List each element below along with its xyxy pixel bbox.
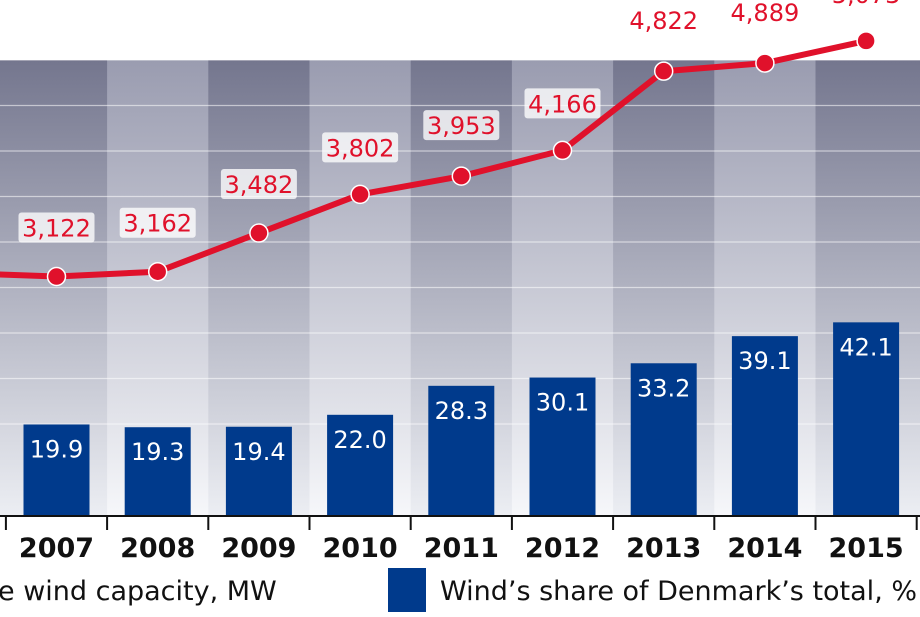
line-label-2012: 4,166 — [528, 90, 597, 118]
year-label-2008: 2008 — [120, 533, 195, 564]
line-label-box-2015 — [828, 0, 905, 9]
line-label-2014: 4,889 — [731, 0, 800, 27]
x-ticks — [4, 516, 918, 530]
line-point-2009 — [249, 223, 269, 243]
bar-label-2008: 19.3 — [131, 438, 184, 466]
bar-2013 — [630, 363, 697, 516]
line-label-2010: 3,802 — [326, 134, 395, 162]
year-label-2013: 2013 — [626, 533, 701, 564]
bar-label-2013: 33.2 — [637, 374, 690, 402]
year-label-2014: 2014 — [727, 533, 802, 564]
line-point-2012 — [552, 140, 573, 161]
legend: e wind capacity, MW Wind’s share of Denm… — [0, 568, 917, 612]
year-label-2010: 2010 — [323, 533, 398, 564]
line-label-box-2013 — [625, 5, 702, 36]
line-label-box-2007 — [18, 212, 95, 243]
capacity-line — [0, 37, 870, 280]
line-label-2013: 4,822 — [629, 7, 698, 35]
legend-bar-label: Wind’s share of Denmark’s total, % — [440, 576, 917, 607]
line-label-2008: 3,162 — [123, 210, 192, 238]
legend-bar-swatch — [388, 568, 426, 612]
legend-line-label: e wind capacity, MW — [0, 576, 277, 607]
year-label-2012: 2012 — [525, 533, 600, 564]
year-label-2007: 2007 — [19, 533, 94, 564]
line-label-box-2011 — [423, 110, 500, 141]
bar-2012 — [529, 377, 596, 516]
bar-2010 — [327, 414, 394, 516]
bar-label-2012: 30.1 — [536, 389, 589, 417]
bar-label-2014: 39.1 — [738, 347, 791, 375]
bar-label-2011: 28.3 — [435, 397, 488, 425]
bar-2014 — [731, 336, 798, 516]
bar-2008 — [124, 427, 191, 516]
line-label-box-2009 — [220, 169, 297, 200]
bar-2015 — [833, 322, 900, 516]
bar-2011 — [428, 385, 495, 516]
bar-label-2010: 22.0 — [333, 426, 386, 454]
bar-label-2009: 19.4 — [232, 438, 285, 466]
bar-2007 — [23, 424, 90, 516]
line-point-2015 — [856, 31, 876, 51]
line-point-2014 — [755, 53, 775, 73]
line-label-box-2012 — [524, 88, 601, 119]
line-label-2009: 3,482 — [225, 171, 294, 199]
line-label-box-2014 — [726, 0, 803, 28]
year-label-2011: 2011 — [424, 533, 499, 564]
line-point-2010 — [350, 184, 370, 205]
year-label-2015: 2015 — [829, 533, 904, 564]
bars: 19.9 19.3 19.4 22.0 28.3 30.1 33.2 39.1 42.1 — [23, 322, 900, 516]
line-label-2015: 5,073 — [832, 0, 901, 9]
bar-2009 — [225, 426, 292, 516]
line-series: 3,122 3,162 3,482 3,802 3,953 4,166 4,822 4,889… — [0, 0, 905, 287]
bar-label-2007: 19.9 — [30, 435, 83, 463]
line-point-2008 — [147, 261, 168, 282]
bar-label-2015: 42.1 — [839, 333, 892, 361]
line-label-box-2008 — [119, 207, 196, 238]
line-label-box-2010 — [322, 132, 399, 163]
line-label-2007: 3,122 — [22, 215, 91, 243]
year-label-2009: 2009 — [221, 533, 296, 564]
line-point-2007 — [46, 266, 67, 287]
line-point-2011 — [451, 166, 472, 186]
x-tick-labels: 2007 2008 2009 2010 2011 2012 2013 2014 2015 — [19, 533, 904, 564]
line-label-2011: 3,953 — [427, 112, 496, 140]
line-point-2013 — [653, 61, 674, 81]
